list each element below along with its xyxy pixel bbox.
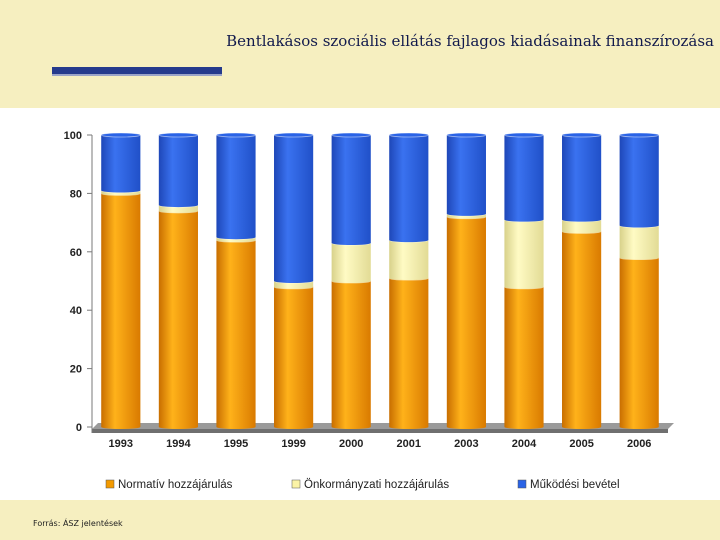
bar-segment-cap bbox=[216, 132, 256, 138]
y-tick-label: 0 bbox=[76, 422, 82, 434]
y-tick-label: 80 bbox=[70, 188, 82, 200]
bar-segment-base bbox=[619, 255, 659, 260]
bar-segment-base bbox=[389, 238, 429, 243]
x-tick-label: 2000 bbox=[339, 438, 363, 450]
bar-segment-base bbox=[158, 425, 198, 429]
bar-segment bbox=[158, 205, 198, 211]
bar-segment-base bbox=[389, 276, 429, 281]
bar-segment bbox=[562, 135, 602, 220]
bar-segment bbox=[389, 278, 429, 427]
bar-segment-base bbox=[101, 425, 141, 429]
bar-segment-base bbox=[504, 217, 544, 222]
bar-segment-cap bbox=[446, 132, 487, 138]
bar-segment-base bbox=[101, 188, 141, 193]
bar-segment bbox=[619, 135, 659, 226]
bar-segment bbox=[216, 135, 256, 238]
bar-segment-cap bbox=[100, 132, 141, 138]
bar-segment bbox=[331, 243, 371, 281]
bar-segment-base bbox=[562, 217, 602, 222]
bar-segment bbox=[504, 135, 544, 220]
bar-segment-base bbox=[331, 425, 371, 429]
source-note: Forrás: ÁSZ jelentések bbox=[33, 519, 123, 528]
bar-segment-base bbox=[562, 425, 602, 429]
bar-segment-base bbox=[562, 229, 602, 234]
bar-segment bbox=[274, 286, 314, 427]
bar-segment bbox=[562, 231, 602, 427]
bar-segment-base bbox=[216, 425, 256, 429]
x-tick-label: 2004 bbox=[512, 438, 537, 450]
x-tick-label: 2005 bbox=[569, 438, 593, 450]
bar-segment-base bbox=[331, 279, 371, 283]
chart-area: 0 20 40 60 80 100 1993 1994 1995 1999 2000 2001 200… bbox=[0, 108, 720, 500]
bar-segment-base bbox=[158, 208, 198, 213]
bar-segment-cap bbox=[273, 132, 314, 138]
y-tick-label: 60 bbox=[70, 247, 82, 259]
bar-segment-cap bbox=[388, 132, 429, 138]
bar-segment-base bbox=[331, 241, 371, 246]
bar-segment bbox=[101, 135, 141, 191]
bar-segment-cap bbox=[331, 132, 372, 138]
bar-segment-cap bbox=[619, 132, 660, 138]
bar-segment bbox=[389, 135, 429, 241]
legend-swatch bbox=[105, 479, 115, 489]
bar-segment-cap bbox=[561, 132, 602, 138]
bar-segment bbox=[504, 286, 544, 427]
bar-segment bbox=[158, 135, 198, 206]
legend-label: Önkormányzati hozzájárulás bbox=[304, 479, 449, 491]
bar-segment bbox=[274, 135, 314, 281]
bar-segment bbox=[331, 281, 371, 427]
bar-segment-base bbox=[274, 425, 314, 429]
bar-segment bbox=[504, 219, 544, 287]
bar-segment-base bbox=[446, 425, 486, 429]
x-tick-label: 2006 bbox=[627, 438, 651, 450]
bar-segment bbox=[446, 216, 486, 427]
legend-swatch bbox=[291, 479, 301, 489]
bar-segment-base bbox=[446, 211, 486, 216]
slide-title: Bentlakásos szociális ellátás fajlagos k… bbox=[226, 32, 714, 50]
x-tick-label: 1993 bbox=[109, 438, 133, 450]
bar-segment-base bbox=[389, 425, 429, 429]
bar-segment bbox=[101, 193, 141, 427]
bar-segment-base bbox=[504, 425, 544, 429]
bar-segment bbox=[562, 219, 602, 232]
legend-label: Normatív hozzájárulás bbox=[118, 479, 233, 491]
y-tick-label: 100 bbox=[64, 130, 82, 142]
bar-segment bbox=[619, 257, 659, 427]
bar-segment-base bbox=[619, 223, 659, 228]
chart-floor-edge bbox=[92, 429, 668, 433]
bar-segment-cap bbox=[158, 132, 199, 138]
x-tick-label: 2003 bbox=[454, 438, 478, 450]
bar-segment-base bbox=[619, 425, 659, 429]
x-tick-label: 1995 bbox=[224, 438, 248, 450]
bar-segment-base bbox=[216, 235, 256, 240]
stacked-bar-chart: 0 20 40 60 80 100 1993 1994 1995 1999 2000 2001 200… bbox=[0, 108, 720, 500]
bar-segment bbox=[389, 240, 429, 279]
y-tick-label: 20 bbox=[70, 364, 82, 376]
x-tick-label: 1994 bbox=[166, 438, 191, 450]
bar-segment-base bbox=[274, 284, 314, 289]
bar-segment-base bbox=[158, 203, 198, 208]
bar-segment-base bbox=[274, 279, 314, 283]
y-tick-label: 40 bbox=[70, 305, 82, 317]
bar-segment bbox=[216, 240, 256, 427]
bar-segment bbox=[158, 210, 198, 427]
bar-segment bbox=[331, 135, 371, 244]
title-underline-bar bbox=[52, 67, 222, 76]
bar-segment-base bbox=[504, 284, 544, 289]
legend-label: Működési bevétel bbox=[530, 479, 620, 491]
x-tick-label: 2001 bbox=[397, 438, 421, 450]
bar-segment bbox=[619, 225, 659, 258]
bar-segment bbox=[274, 281, 314, 287]
bar-segment-cap bbox=[504, 132, 544, 138]
bar-segment bbox=[446, 135, 486, 214]
x-tick-label: 1999 bbox=[281, 438, 305, 450]
legend-swatch bbox=[517, 479, 527, 489]
